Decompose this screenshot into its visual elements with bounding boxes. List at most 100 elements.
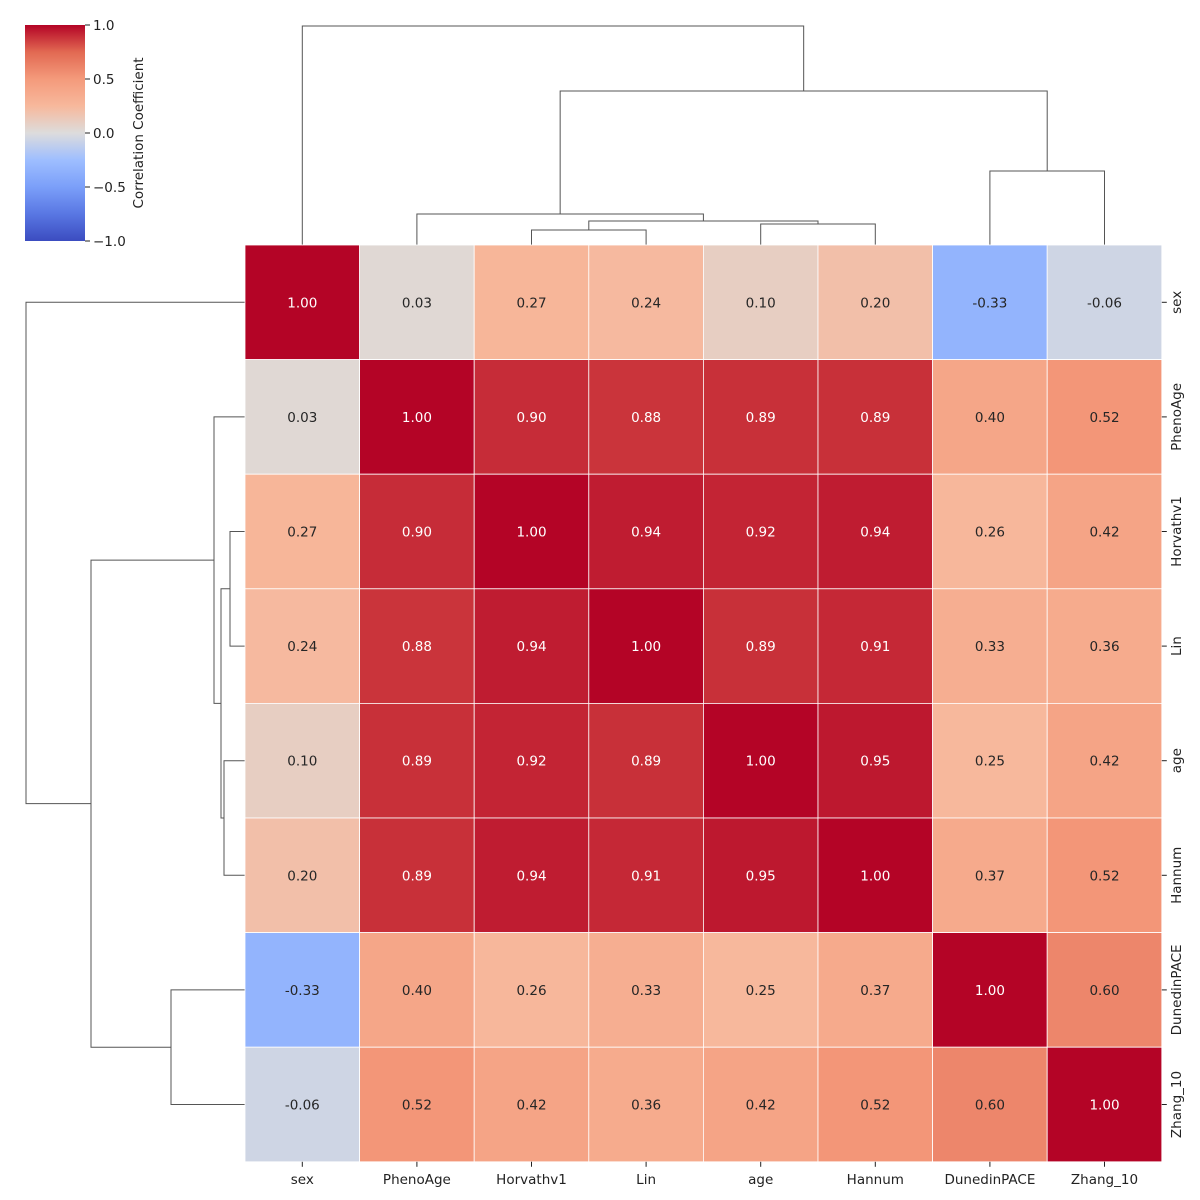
heatmap-cell	[817, 1046, 933, 1163]
cell-value-label: 0.36	[1089, 639, 1119, 655]
cell-value-label: 0.91	[631, 868, 661, 884]
cell-value-label: 0.26	[516, 983, 546, 999]
heatmap-cell	[244, 817, 360, 933]
cell-value-label: 0.25	[746, 983, 776, 999]
cell-value-label: 0.42	[516, 1098, 546, 1114]
cell-value-label: 0.37	[975, 868, 1005, 884]
colorbar-tick-label: 0.0	[93, 126, 114, 142]
cell-value-label: 0.33	[631, 983, 661, 999]
dendrogram-link	[90, 559, 214, 1048]
heatmap-cell	[817, 588, 933, 704]
cell-value-label: 0.10	[287, 754, 317, 770]
heatmap-cell	[703, 703, 819, 819]
x-tick-labels: sex PhenoAge Horvathv1 Lin age Hannum DunedinP…	[291, 1161, 1138, 1188]
cell-value-label: 0.89	[402, 754, 432, 770]
cell-value-label: 0.40	[402, 983, 432, 999]
y-tick-label: sex	[1169, 291, 1185, 314]
cell-value-label: 0.94	[860, 525, 890, 541]
colorbar-tick-label: −0.5	[93, 180, 126, 196]
cell-value-label: 1.00	[975, 983, 1005, 999]
heatmap-cell	[244, 473, 360, 590]
cell-value-label: 0.27	[516, 295, 546, 311]
heatmap-cell	[932, 588, 1048, 704]
cell-value-label: 0.60	[975, 1098, 1005, 1114]
heatmap-cell	[703, 1046, 819, 1163]
heatmap-cell	[817, 359, 933, 475]
cell-value-label: 0.42	[1089, 754, 1119, 770]
heatmap-cell	[244, 588, 360, 704]
cell-value-label: -0.06	[1087, 295, 1122, 311]
y-tick-label: Lin	[1169, 636, 1185, 656]
cell-value-label: 0.10	[746, 295, 776, 311]
x-tick-label: Horvathv1	[496, 1172, 567, 1188]
y-tick-label: DunedinPACE	[1169, 944, 1185, 1035]
dendrogram-link	[588, 220, 819, 230]
cell-value-label: 0.03	[402, 295, 432, 311]
cell-value-label: -0.33	[285, 983, 320, 999]
cell-value-label: 0.89	[746, 410, 776, 426]
cell-value-label: 0.24	[287, 639, 317, 655]
cell-value-label: 0.89	[746, 639, 776, 655]
heatmap-cell	[1046, 244, 1163, 360]
heatmap-cell	[1046, 473, 1163, 590]
heatmap-cell	[473, 359, 590, 475]
heatmap-cell	[588, 1046, 704, 1163]
heatmap-cell	[703, 359, 819, 475]
cell-value-label: 0.03	[287, 410, 317, 426]
heatmap-cell	[359, 817, 475, 933]
heatmap-cell	[817, 244, 933, 360]
x-tick-label: DunedinPACE	[944, 1172, 1035, 1188]
heatmap-cell	[932, 1046, 1048, 1163]
heatmap-cell	[703, 244, 819, 360]
cell-value-label: 0.92	[516, 754, 546, 770]
cell-value-label: 1.00	[1089, 1098, 1119, 1114]
colorbar-tick-label: 0.5	[93, 72, 114, 88]
heatmap-cell	[932, 703, 1048, 819]
cell-value-label: 0.89	[860, 410, 890, 426]
colorbar: 1.0 0.5 0.0 −0.5 −1.0 Correlation Coefficien…	[25, 18, 147, 250]
heatmap-cell	[817, 817, 933, 933]
colorbar-label: Correlation Coefficient	[131, 57, 147, 208]
y-tick-labels: sex PhenoAge Horvathv1 Lin age Hannum DunedinP…	[1161, 291, 1185, 1138]
cell-value-label: 0.94	[516, 868, 546, 884]
dendrogram-link	[220, 588, 230, 819]
cell-value-label: 0.52	[1089, 410, 1119, 426]
heatmap-cell	[932, 244, 1048, 360]
heatmap-cell	[1046, 1046, 1163, 1163]
y-tick-label: Zhang_10	[1169, 1071, 1185, 1138]
heatmap-cell	[1046, 703, 1163, 819]
cell-value-label: 0.26	[975, 525, 1005, 541]
heatmap-cell	[473, 817, 590, 933]
cell-value-label: 0.95	[860, 754, 890, 770]
cell-value-label: 1.00	[860, 868, 890, 884]
cell-value-label: 1.00	[287, 295, 317, 311]
cell-value-label: 0.24	[631, 295, 661, 311]
heatmap-cell	[703, 932, 819, 1048]
heatmap-cell	[1046, 359, 1163, 475]
row-dendrogram	[25, 301, 245, 1105]
heatmap-cell	[817, 473, 933, 590]
dendrogram-link	[223, 760, 245, 876]
column-dendrogram	[301, 25, 1105, 245]
cell-value-label: 0.52	[860, 1098, 890, 1114]
x-tick-label: Zhang_10	[1071, 1172, 1138, 1188]
cell-value-label: 0.20	[287, 868, 317, 884]
heatmap-cell	[1046, 932, 1163, 1048]
cell-value-label: 0.92	[746, 525, 776, 541]
x-tick-label: sex	[291, 1172, 314, 1188]
x-tick-label: Hannum	[847, 1172, 904, 1188]
y-tick-label: Horvathv1	[1169, 496, 1185, 567]
cell-value-label: 0.52	[1089, 868, 1119, 884]
cell-value-label: 0.20	[860, 295, 890, 311]
x-tick-label: Lin	[636, 1172, 656, 1188]
heatmap-cell	[359, 932, 475, 1048]
cell-value-label: 0.89	[631, 754, 661, 770]
cell-value-label: 0.90	[402, 525, 432, 541]
cell-value-label: 1.00	[402, 410, 432, 426]
cell-value-label: 0.37	[860, 983, 890, 999]
x-tick-label: age	[748, 1172, 773, 1188]
colorbar-tick-label: 1.0	[93, 18, 114, 34]
cell-value-label: 0.36	[631, 1098, 661, 1114]
cell-value-label: 0.94	[516, 639, 546, 655]
